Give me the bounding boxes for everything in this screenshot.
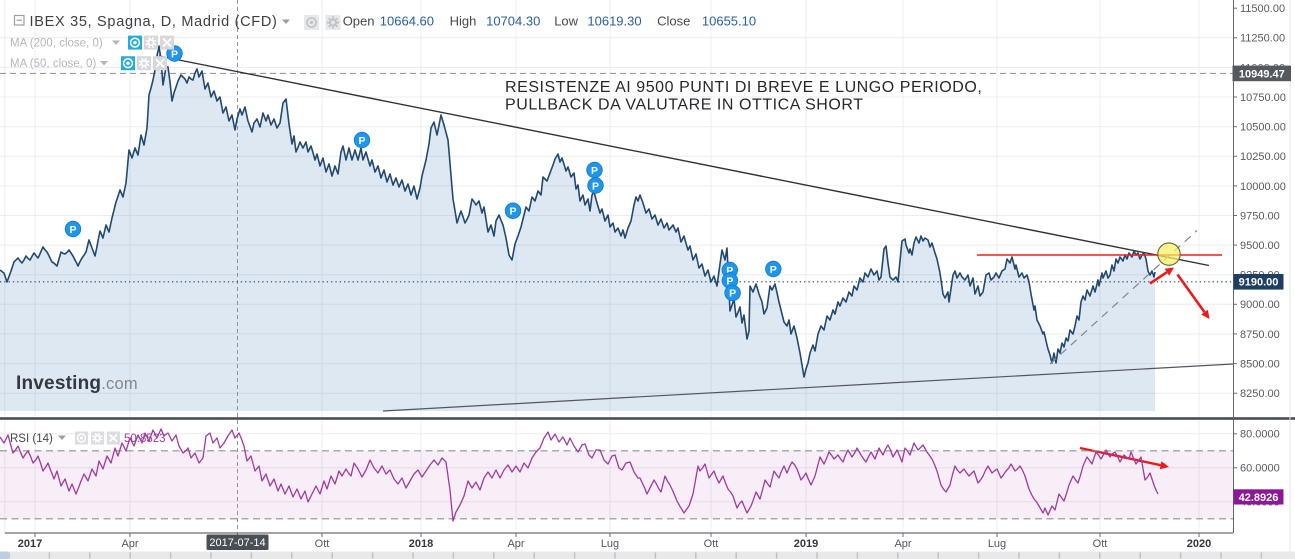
svg-text:9190.00: 9190.00 [1239,277,1279,289]
svg-text:P: P [592,180,599,192]
svg-text:Lug: Lug [601,538,619,550]
svg-text:8500.00: 8500.00 [1240,358,1280,370]
svg-text:42.8926: 42.8926 [1239,492,1279,504]
svg-text:9000.00: 9000.00 [1240,299,1280,311]
svg-text:Ott: Ott [704,538,719,550]
svg-text:PULLBACK DA VALUTARE IN OTTICA: PULLBACK DA VALUTARE IN OTTICA SHORT [505,97,864,114]
svg-text:Lug: Lug [988,538,1006,550]
svg-text:MA (50, close, 0): MA (50, close, 0) [10,58,96,70]
svg-text:Open: Open [343,14,375,29]
svg-text:10750.00: 10750.00 [1240,92,1286,104]
svg-text:2017: 2017 [18,538,42,550]
svg-text:P: P [729,288,736,300]
svg-text:10655.10: 10655.10 [702,14,756,29]
svg-text:2017-07-14: 2017-07-14 [209,537,265,549]
svg-text:IBEX 35, Spagna, D, Madrid (CF: IBEX 35, Spagna, D, Madrid (CFD) [30,14,278,30]
svg-text:80.0000: 80.0000 [1240,429,1280,441]
svg-text:10949.47: 10949.47 [1239,68,1285,80]
svg-text:11500.00: 11500.00 [1240,3,1285,15]
svg-text:50.8523: 50.8523 [124,433,166,445]
svg-text:Close: Close [657,14,690,29]
svg-text:10664.60: 10664.60 [380,14,434,29]
svg-text:8750.00: 8750.00 [1240,329,1280,341]
svg-text:10704.30: 10704.30 [486,14,540,29]
svg-text:11250.00: 11250.00 [1240,33,1285,45]
svg-text:P: P [591,165,598,177]
svg-text:P: P [726,275,733,287]
svg-text:MA (200, close, 0): MA (200, close, 0) [10,38,103,50]
svg-text:RESISTENZE AI 9500 PUNTI DI BR: RESISTENZE AI 9500 PUNTI DI BREVE E LUNG… [505,79,982,96]
svg-text:P: P [509,206,516,218]
svg-text:P: P [171,48,178,60]
svg-text:Low: Low [554,14,578,29]
svg-text:Ott: Ott [1093,538,1108,550]
svg-text:Apr: Apr [121,538,138,550]
svg-text:P: P [69,224,76,236]
svg-text:9500.00: 9500.00 [1240,240,1280,252]
svg-text:2019: 2019 [794,538,818,550]
svg-text:P: P [770,264,777,276]
svg-text:10250.00: 10250.00 [1240,151,1286,163]
svg-text:RSI (14): RSI (14) [10,433,53,445]
svg-text:10619.30: 10619.30 [587,14,641,29]
svg-text:8250.00: 8250.00 [1240,388,1280,400]
svg-text:60.0000: 60.0000 [1240,463,1280,475]
svg-text:9750.00: 9750.00 [1240,210,1280,222]
svg-text:10000.00: 10000.00 [1240,181,1286,193]
svg-text:Investing.com: Investing.com [16,373,138,394]
svg-text:10500.00: 10500.00 [1240,122,1286,134]
svg-text:Apr: Apr [894,538,911,550]
svg-text:2020: 2020 [1187,538,1211,550]
svg-text:2018: 2018 [409,538,433,550]
svg-text:Ott: Ott [315,538,330,550]
svg-text:P: P [726,265,733,277]
svg-text:P: P [358,135,365,147]
svg-text:High: High [450,14,477,29]
svg-text:Apr: Apr [507,538,524,550]
